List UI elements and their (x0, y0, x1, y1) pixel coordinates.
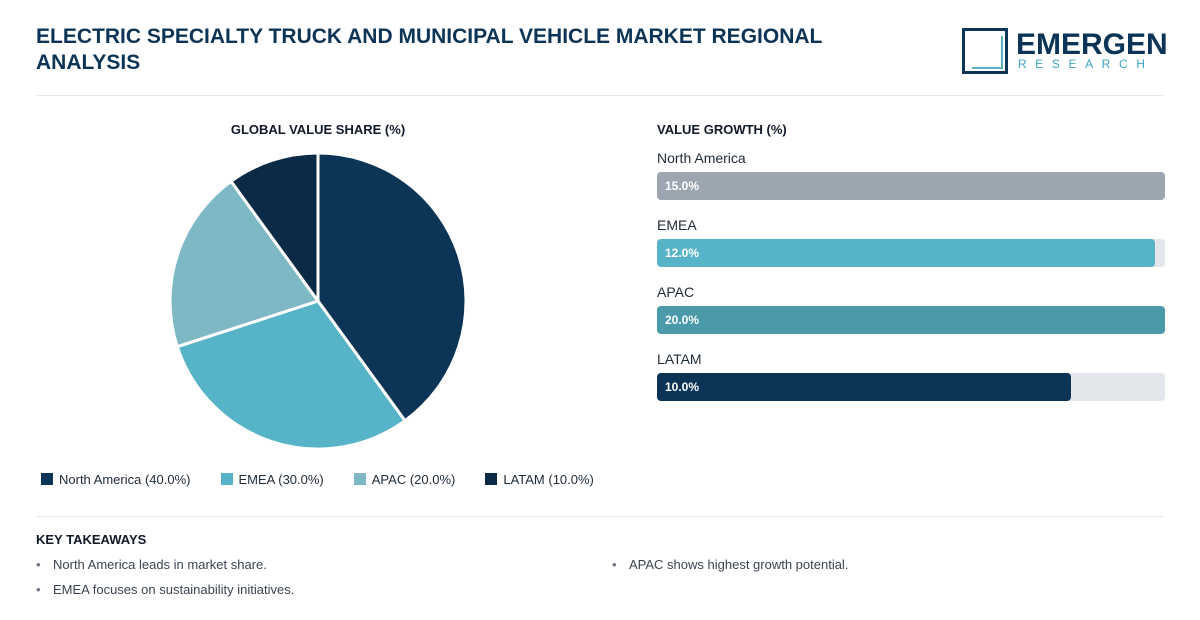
header-divider (36, 95, 1164, 96)
growth-bar-track: 12.0% (657, 239, 1165, 267)
logo-mark-icon (962, 28, 1008, 74)
pie-legend: North America (40.0%) EMEA (30.0%) APAC (2… (41, 470, 624, 488)
growth-bar-track: 20.0% (657, 306, 1165, 334)
growth-category-label: North America (657, 150, 746, 166)
value-share-pie-chart (168, 151, 468, 451)
value-growth-bar-chart: North America 15.0% EMEA 12.0% APAC 20.0% LATA… (657, 150, 1165, 418)
pie-slice-apac (168, 179, 321, 349)
legend-item-north-america: North America (40.0%) (41, 472, 191, 487)
legend-swatch (220, 473, 233, 485)
growth-value-label: 10.0% (665, 380, 700, 394)
logo-subtitle: RESEARCH (1018, 57, 1154, 71)
takeaways-list-right: APAC shows highest growth potential. (612, 556, 848, 581)
logo-name: EMERGEN (1016, 28, 1168, 61)
growth-value-label: 15.0% (665, 179, 700, 193)
pie-slice-emea (175, 299, 408, 451)
pie-slice-latam (228, 151, 320, 306)
growth-value-label: 20.0% (665, 313, 700, 327)
growth-category-label: APAC (657, 284, 695, 300)
emergen-research-logo: EMERGEN RESEARCH (962, 28, 1168, 74)
growth-row-north-america: North America 15.0% (657, 150, 1165, 217)
growth-category-label: EMEA (657, 217, 697, 233)
pie-chart-title: GLOBAL VALUE SHARE (%) (230, 122, 406, 137)
takeaway-item: APAC shows highest growth potential. (612, 556, 848, 581)
legend-swatch (353, 473, 366, 485)
key-takeaways-title: KEY TAKEAWAYS (36, 532, 147, 547)
takeaway-item: EMEA focuses on sustainability initiativ… (36, 581, 294, 606)
growth-bar-track: 15.0% (657, 172, 1165, 200)
takeaway-item: North America leads in market share. (36, 556, 294, 581)
growth-row-emea: EMEA 12.0% (657, 217, 1165, 284)
growth-bar-track: 10.0% (657, 373, 1165, 401)
growth-bar-apac: 20.0% (657, 306, 1165, 334)
legend-item-latam: LATAM (10.0%) (485, 472, 594, 487)
takeaways-divider (36, 516, 1164, 517)
growth-bar-north-america: 15.0% (657, 172, 1165, 200)
page-title: ELECTRIC SPECIALTY TRUCK AND MUNICIPAL V… (36, 25, 822, 74)
legend-item-apac: APAC (20.0%) (353, 471, 456, 487)
legend-label: LATAM (10.0%) (503, 471, 594, 487)
legend-item-emea: EMEA (30.0%) (220, 471, 324, 487)
legend-label: EMEA (30.0%) (238, 471, 324, 487)
bar-chart-title: VALUE GROWTH (%) (657, 122, 787, 137)
legend-label: North America (40.0%) (59, 471, 191, 487)
legend-swatch (485, 473, 498, 485)
growth-row-latam: LATAM 10.0% (657, 351, 1165, 418)
growth-category-label: LATAM (657, 351, 702, 367)
growth-value-label: 12.0% (665, 246, 700, 260)
legend-swatch (41, 473, 53, 485)
growth-bar-emea: 12.0% (657, 239, 1155, 267)
pie-slice-north-america (316, 151, 468, 423)
takeaways-list-left: North America leads in market share. EME… (36, 556, 294, 606)
growth-bar-latam: 10.0% (657, 373, 1072, 401)
growth-row-apac: APAC 20.0% (657, 284, 1165, 351)
legend-label: APAC (20.0%) (371, 471, 456, 487)
